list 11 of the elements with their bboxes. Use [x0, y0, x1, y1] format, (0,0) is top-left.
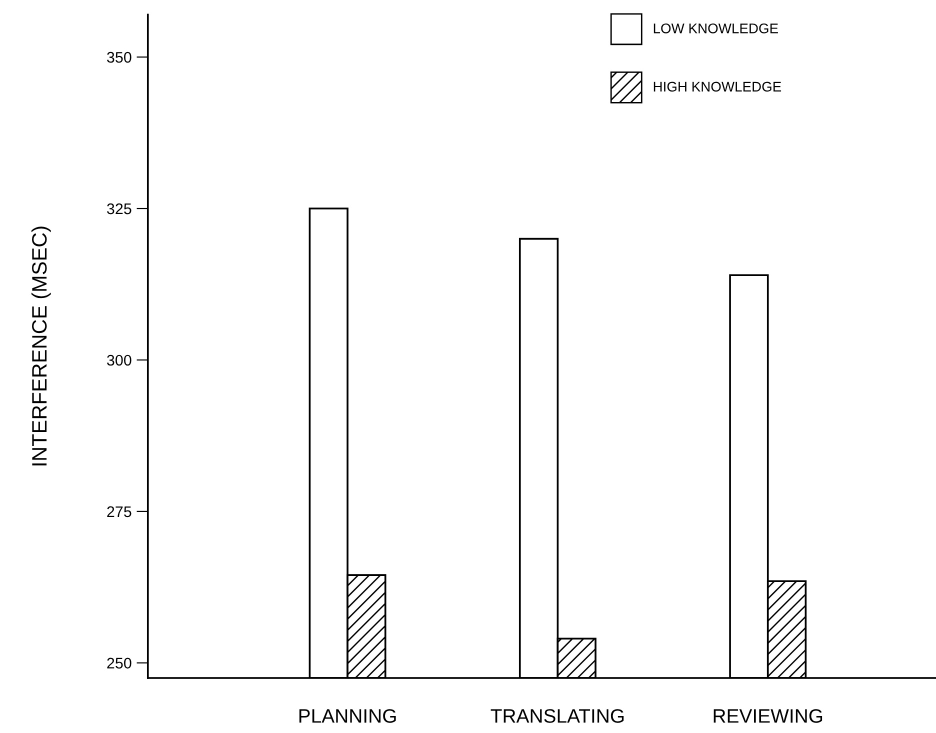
- legend-label: LOW KNOWLEDGE: [654, 24, 778, 34]
- y-tick-label: 250: [107, 658, 132, 669]
- y-axis-title: INTERFERENCE (MSEC): [31, 226, 51, 466]
- y-tick-label: 325: [107, 203, 132, 214]
- y-tick-label: 275: [107, 506, 132, 518]
- legend-label: HIGH KNOWLEDGE: [654, 82, 782, 92]
- y-tick-label: 300: [107, 354, 132, 366]
- y-tick-label: 350: [107, 52, 132, 63]
- x-tick-label: TRANSLATING: [490, 709, 624, 723]
- x-tick-label: REVIEWING: [714, 709, 822, 723]
- x-tick-label: PLANNING: [299, 709, 396, 723]
